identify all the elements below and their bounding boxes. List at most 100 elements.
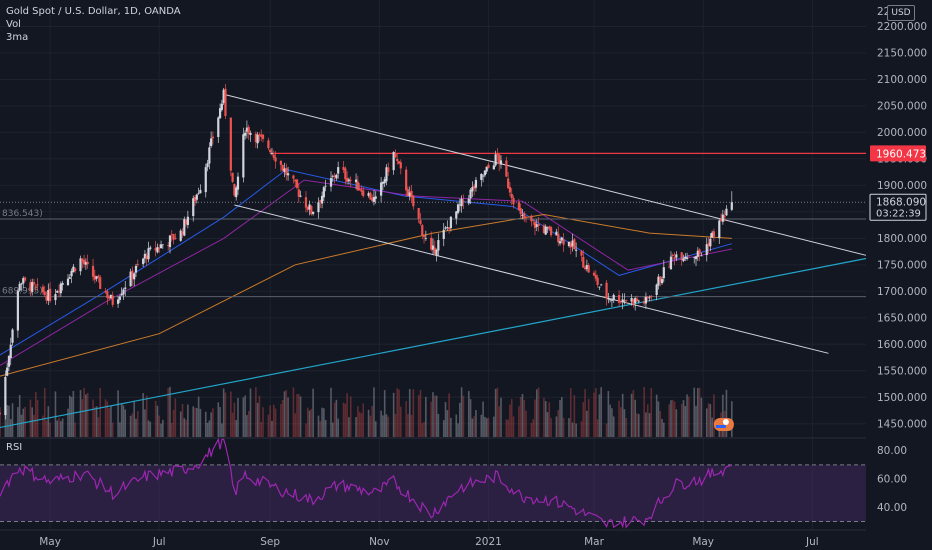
candle xyxy=(480,172,483,187)
volume-bar xyxy=(332,422,334,437)
candle xyxy=(295,178,299,190)
candle-body xyxy=(533,221,537,228)
candle-body xyxy=(499,160,503,165)
candle xyxy=(134,263,138,277)
candle-body xyxy=(693,257,696,258)
candle-body xyxy=(630,298,633,302)
candle xyxy=(537,217,540,232)
candle-body xyxy=(431,245,435,250)
candle xyxy=(412,195,415,210)
candle-body xyxy=(354,179,358,183)
candle-body xyxy=(449,216,452,229)
candle xyxy=(74,267,77,274)
candle xyxy=(124,280,127,296)
candle xyxy=(494,150,497,167)
volume-bar xyxy=(321,407,323,437)
volume-bar xyxy=(725,389,728,437)
volume-bar xyxy=(247,410,250,437)
candle xyxy=(204,163,207,198)
candle xyxy=(294,179,297,188)
candle xyxy=(725,205,728,217)
candle xyxy=(696,247,699,262)
volume-bar xyxy=(355,416,357,437)
candle-body xyxy=(406,189,410,197)
volume-bar xyxy=(396,388,399,437)
candle-body xyxy=(635,298,639,302)
candle-body xyxy=(456,204,460,213)
candle-body xyxy=(29,282,32,292)
volume-bar xyxy=(637,414,640,437)
volume-bar xyxy=(705,408,708,437)
candle xyxy=(512,195,515,209)
candle-body xyxy=(719,219,723,222)
volume-bar xyxy=(280,403,282,437)
rsi-indicator-label[interactable]: RSI xyxy=(6,442,23,453)
candle-body xyxy=(329,178,333,187)
volume-bar xyxy=(262,407,264,437)
candle xyxy=(469,187,472,204)
volume-bar xyxy=(224,392,227,437)
volume-bar xyxy=(399,406,402,437)
volume-bar xyxy=(482,401,484,437)
candle-body xyxy=(186,216,189,225)
volume-bar xyxy=(722,394,724,437)
candle-body xyxy=(7,356,11,367)
candle-body xyxy=(698,249,701,255)
price-tick-label: 1650.000 xyxy=(877,312,927,324)
volume-bar xyxy=(249,388,252,437)
volume-bar xyxy=(106,401,109,437)
rsi-tick-label: 80.00 xyxy=(877,445,907,457)
volume-bar xyxy=(110,405,112,437)
candle xyxy=(562,232,565,252)
volume-indicator-label[interactable]: Vol xyxy=(6,19,21,30)
volume-bar xyxy=(54,391,57,437)
volume-bar xyxy=(160,423,162,437)
candle-body xyxy=(446,227,449,228)
volume-bar xyxy=(383,390,386,437)
candle xyxy=(210,131,213,148)
candle-body xyxy=(392,151,395,171)
candle xyxy=(600,283,603,286)
volume-bar xyxy=(68,395,71,437)
currency-badge[interactable]: USD xyxy=(887,5,915,21)
candle-body xyxy=(109,294,113,299)
volume-bar xyxy=(519,397,522,437)
chart-legend: Gold Spot / U.S. Dollar, 1D, OANDA Vol 3… xyxy=(6,5,181,44)
time-tick-label: May xyxy=(39,536,61,548)
volume-bar xyxy=(711,417,713,437)
volume-bar xyxy=(634,399,636,437)
volume-bar xyxy=(306,407,309,437)
candle-body xyxy=(535,224,538,227)
candle-body xyxy=(142,258,145,265)
volume-bar xyxy=(417,395,420,437)
candle-body xyxy=(295,179,299,188)
candle xyxy=(211,131,215,145)
candle-body xyxy=(174,237,177,239)
time-tick-label: Nov xyxy=(369,536,390,548)
candle xyxy=(297,183,300,203)
volume-bar xyxy=(34,391,37,437)
candle-body xyxy=(567,241,571,246)
volume-bar xyxy=(471,418,474,437)
volume-bar xyxy=(568,418,570,437)
volume-bar xyxy=(487,417,490,437)
rsi-line xyxy=(0,437,732,529)
candle-body xyxy=(517,202,520,211)
volume-bar xyxy=(95,406,98,437)
candle-body xyxy=(558,241,562,244)
candle-body xyxy=(381,181,385,184)
volume-bar xyxy=(673,401,676,437)
volume-bar xyxy=(122,405,125,437)
volume-bar xyxy=(319,421,322,437)
candle-body xyxy=(20,283,23,285)
volume-bar xyxy=(374,421,377,437)
candle xyxy=(372,189,376,206)
volume-bar xyxy=(432,392,434,437)
volume-bar xyxy=(18,394,21,437)
candle xyxy=(122,287,125,300)
candle xyxy=(508,182,512,197)
candle xyxy=(424,230,427,241)
moving-average-label[interactable]: 3ma xyxy=(6,32,29,43)
candle xyxy=(108,295,111,301)
